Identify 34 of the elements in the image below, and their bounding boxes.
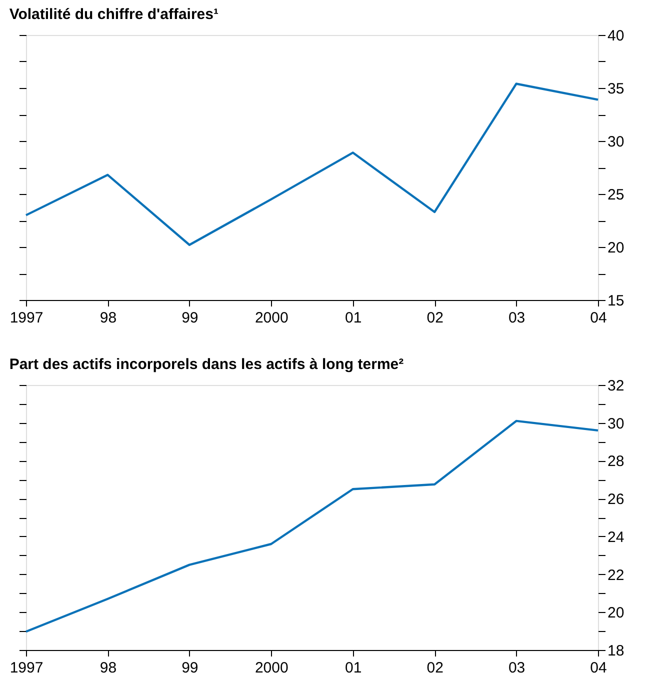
x-tick-label: 2000 <box>254 660 288 676</box>
x-tick-label: 01 <box>345 660 362 676</box>
line-series <box>24 420 600 633</box>
x-tick-label: 98 <box>100 660 117 676</box>
x-tick-label: 99 <box>182 310 198 326</box>
x-tick-label: 01 <box>345 310 362 326</box>
y-tick-label: 32 <box>608 378 624 394</box>
x-tick-label: 02 <box>426 310 444 326</box>
y-tick-label: 22 <box>608 566 624 584</box>
chart-title: Volatilité du chiffre d'affaires¹ <box>9 6 218 23</box>
x-tick-label: 98 <box>100 310 117 326</box>
y-tick-label: 26 <box>608 491 624 508</box>
y-tick-label: 24 <box>608 528 624 546</box>
y-tick-label: 30 <box>608 134 624 150</box>
x-tick-label: 2000 <box>254 310 288 326</box>
y-tick-label: 28 <box>608 453 624 470</box>
y-tick-label: 30 <box>608 415 624 432</box>
x-tick-label: 99 <box>182 660 198 676</box>
y-tick-label: 20 <box>608 604 624 622</box>
chart-title: Part des actifs incorporels dans les actifs à long terme² <box>9 356 404 373</box>
x-tick-label: 03 <box>508 310 526 326</box>
y-tick-label: 18 <box>608 642 624 660</box>
x-tick-label: 1997 <box>10 660 44 676</box>
x-tick-label: 02 <box>426 660 444 676</box>
x-tick-label: 04 <box>590 660 607 676</box>
x-tick-label: 04 <box>590 310 607 326</box>
line-series <box>24 82 600 246</box>
x-tick-label: 03 <box>508 660 526 676</box>
x-tick-label: 1997 <box>10 310 44 326</box>
y-tick-label: 25 <box>608 186 624 204</box>
y-tick-label: 15 <box>608 292 624 310</box>
y-tick-label: 40 <box>608 28 624 44</box>
y-tick-label: 35 <box>608 80 624 98</box>
y-tick-label: 20 <box>608 240 624 256</box>
